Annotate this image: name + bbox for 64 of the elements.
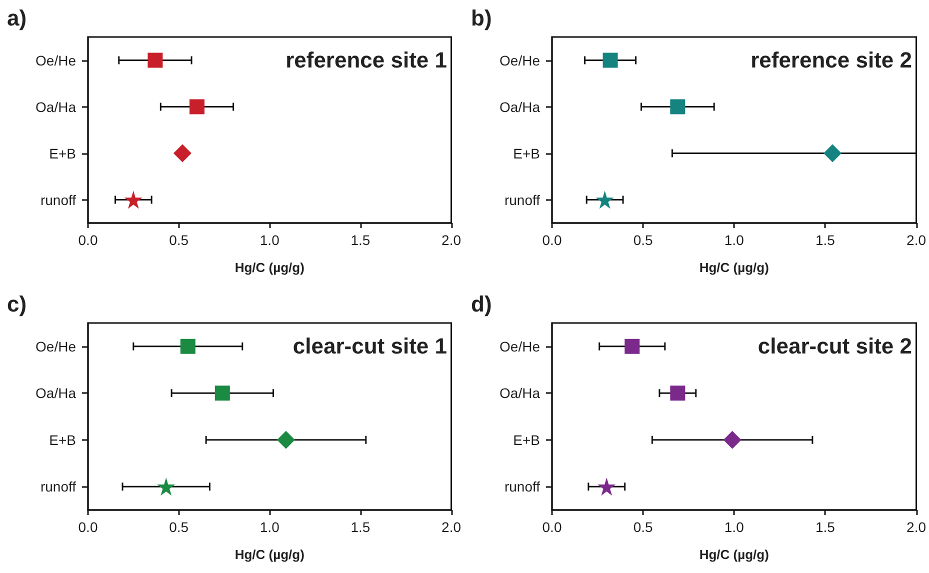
point bbox=[670, 386, 686, 401]
x-axis-title: Hg/C (µg/g) bbox=[234, 260, 304, 275]
y-tick-label: runoff bbox=[40, 192, 76, 208]
text: clear-cut site 2 bbox=[758, 334, 912, 358]
x-tick-label: 2.0 bbox=[906, 232, 926, 248]
y-tick-label: Oe/He bbox=[500, 52, 540, 68]
text: d) bbox=[471, 292, 492, 316]
x-tick-label: 1.5 bbox=[815, 519, 836, 535]
x-tick-label: 1.5 bbox=[350, 519, 370, 535]
y-tick-label: E+B bbox=[49, 432, 76, 448]
point bbox=[670, 99, 686, 114]
x-tick-label: 0.0 bbox=[78, 232, 98, 248]
point bbox=[124, 190, 142, 209]
point bbox=[189, 99, 204, 114]
x-tick-label: 2.0 bbox=[442, 232, 462, 248]
y-tick-label: runoff bbox=[504, 478, 540, 495]
x-tick-label: 0.0 bbox=[542, 232, 562, 248]
y-tick-label: runoff bbox=[504, 192, 540, 208]
x-axis-title: Hg/C (µg/g) bbox=[699, 547, 769, 562]
x-tick-label: 1.5 bbox=[350, 232, 370, 248]
point bbox=[180, 338, 196, 354]
x-tick-label: 0.5 bbox=[169, 232, 189, 248]
y-tick-label: Oa/Ha bbox=[36, 98, 76, 115]
y-tick-label: E+B bbox=[49, 145, 76, 162]
point bbox=[214, 386, 230, 401]
point bbox=[624, 338, 640, 354]
point bbox=[157, 478, 176, 496]
x-tick-label: 1.0 bbox=[724, 232, 744, 248]
y-tick-label: Oe/He bbox=[36, 338, 76, 354]
y-tick-label: Oe/He bbox=[500, 338, 540, 354]
y-tick-label: Oe/He bbox=[36, 52, 76, 68]
x-tick-label: 2.0 bbox=[442, 519, 462, 535]
x-axis-title: Hg/C (µg/g) bbox=[234, 547, 304, 562]
text: b) bbox=[471, 6, 492, 30]
x-tick-label: 0.5 bbox=[633, 232, 654, 248]
x-tick-label: 1.0 bbox=[260, 232, 280, 248]
text: reference site 1 bbox=[286, 48, 448, 72]
x-tick-label: 1.0 bbox=[260, 519, 280, 535]
point bbox=[596, 190, 614, 209]
point bbox=[598, 478, 616, 496]
point bbox=[723, 430, 742, 449]
y-tick-label: Oa/Ha bbox=[500, 98, 540, 115]
text: c) bbox=[7, 292, 27, 316]
x-tick-label: 0.0 bbox=[542, 519, 562, 535]
x-tick-label: 0.5 bbox=[169, 519, 189, 535]
text: a) bbox=[7, 6, 27, 30]
y-tick-label: Oa/Ha bbox=[36, 385, 76, 402]
x-axis-title: Hg/C (µg/g) bbox=[699, 260, 769, 275]
point bbox=[173, 144, 192, 162]
point bbox=[823, 144, 842, 162]
text: clear-cut site 1 bbox=[292, 334, 448, 358]
x-tick-label: 0.5 bbox=[633, 519, 654, 535]
y-tick-label: Oa/Ha bbox=[500, 385, 540, 402]
y-tick-label: E+B bbox=[513, 432, 540, 448]
point bbox=[276, 430, 295, 449]
y-tick-label: E+B bbox=[513, 145, 540, 162]
point bbox=[148, 52, 163, 68]
x-tick-label: 2.0 bbox=[906, 519, 926, 535]
x-tick-label: 1.0 bbox=[724, 519, 744, 535]
text: reference site 2 bbox=[750, 48, 912, 72]
x-tick-label: 0.0 bbox=[78, 519, 98, 535]
x-tick-label: 1.5 bbox=[815, 232, 836, 248]
y-tick-label: runoff bbox=[40, 478, 76, 495]
point bbox=[602, 52, 618, 68]
